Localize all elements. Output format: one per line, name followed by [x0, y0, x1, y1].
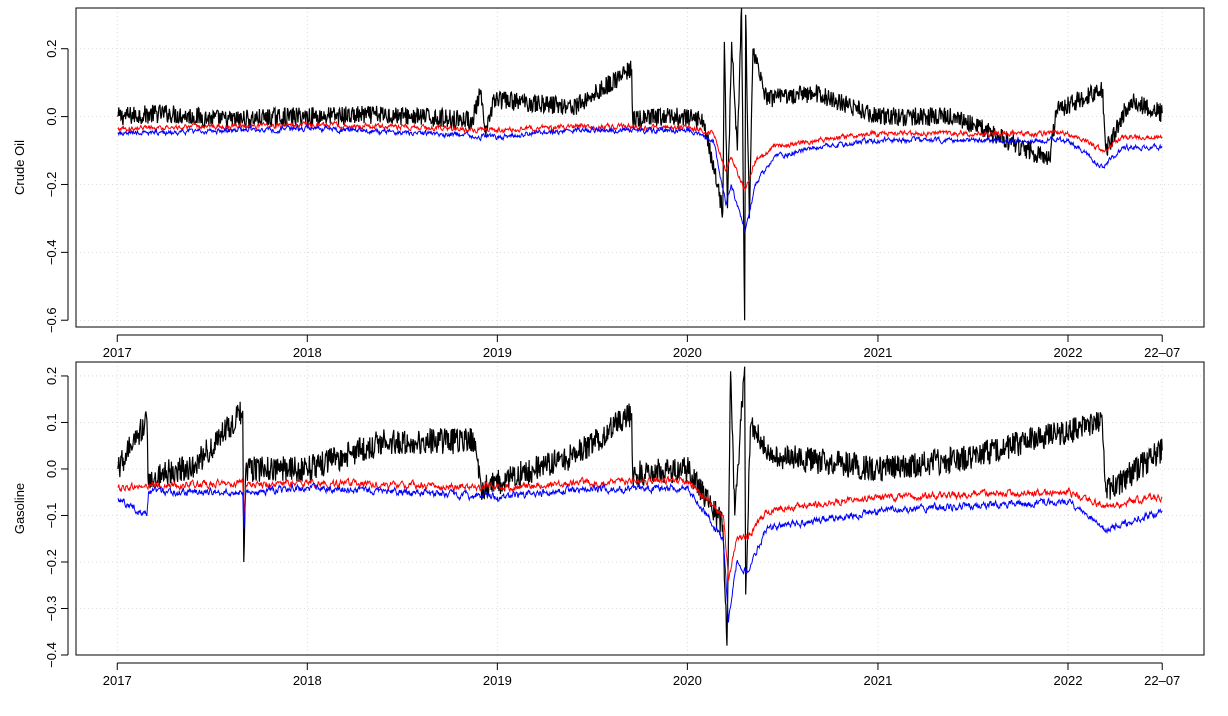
x-tick-label: 2020 [673, 673, 702, 688]
x-tick-label: 2021 [863, 345, 892, 360]
y-tick-label: −0.6 [44, 307, 59, 333]
x-tick-label: 22–07 [1144, 673, 1180, 688]
x-tick-label: 2020 [673, 345, 702, 360]
y-tick-label: 0.2 [44, 367, 59, 385]
series-line-2 [117, 475, 1163, 581]
y-tick-label: 0.1 [44, 413, 59, 431]
y-axis-title: Gasoline [12, 483, 27, 534]
y-tick-label: −0.2 [44, 172, 59, 198]
x-tick-label: 2018 [293, 345, 322, 360]
series-line-1 [117, 7, 1163, 321]
x-tick-label: 2018 [293, 673, 322, 688]
panel-1: 2017 2018 2019 2020 2021 2022 22–07 0.2 0.0 −0.2 −… [12, 7, 1205, 360]
x-tick-label: 2019 [483, 673, 512, 688]
y-tick-label: −0.4 [44, 240, 59, 266]
plot-frame [75, 7, 1205, 328]
y-tick-label: −0.1 [44, 503, 59, 529]
x-tick-label: 22–07 [1144, 345, 1180, 360]
y-tick-label: 0.0 [44, 108, 59, 126]
x-tick-label: 2017 [103, 345, 132, 360]
series-line-1 [117, 366, 1163, 646]
x-tick-label: 2022 [1054, 673, 1083, 688]
x-tick-label: 2022 [1054, 345, 1083, 360]
series-line-3 [117, 482, 1163, 623]
x-tick-label: 2017 [103, 673, 132, 688]
plot-frame [75, 361, 1205, 656]
series-line-3 [117, 123, 1163, 233]
y-tick-label: −0.3 [44, 596, 59, 622]
y-tick-label: 0.0 [44, 460, 59, 478]
y-axis-title: Crude Oil [12, 140, 27, 195]
y-tick-label: −0.4 [44, 642, 59, 668]
panel-2: 2017 2018 2019 2020 2021 2022 22–07 0.2 0.1 0.0 −0… [12, 361, 1205, 688]
series-line-2 [117, 120, 1163, 192]
x-tick-label: 2019 [483, 345, 512, 360]
y-tick-label: −0.2 [44, 549, 59, 575]
x-tick-label: 2021 [863, 673, 892, 688]
y-tick-label: 0.2 [44, 40, 59, 58]
